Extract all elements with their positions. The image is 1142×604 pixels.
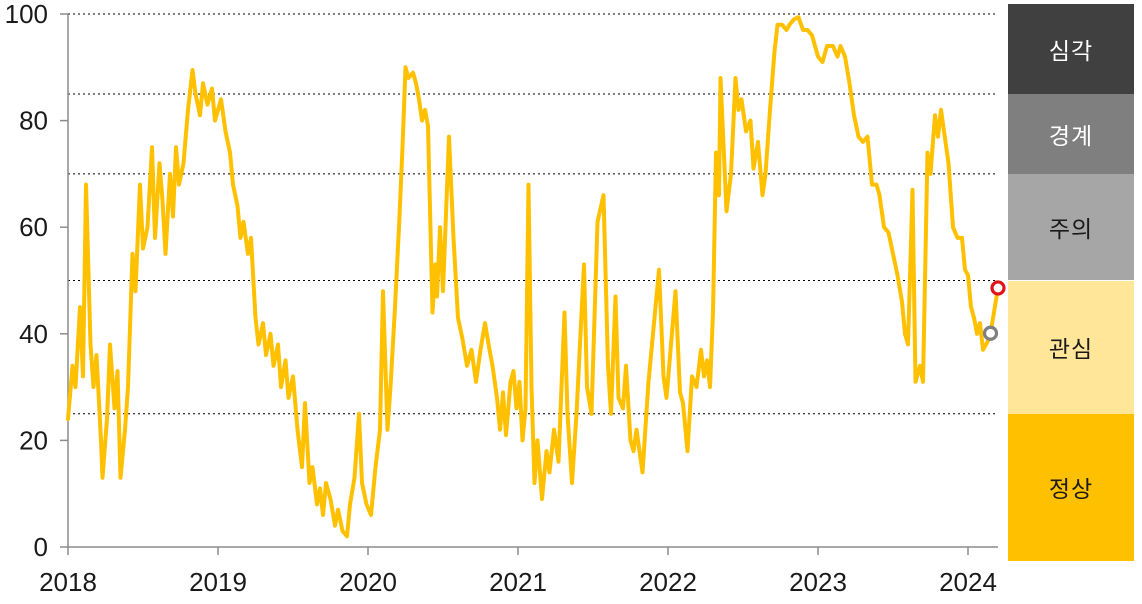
index-series-line [66, 15, 1000, 539]
y-tick-label-60: 60 [19, 212, 48, 242]
legend-band-attention: 관심 [1008, 280, 1134, 414]
y-tick-label-80: 80 [19, 106, 48, 136]
legend-label-alert: 경계 [1048, 122, 1094, 149]
legend-band-caution: 주의 [1008, 173, 1134, 281]
y-tick-label-40: 40 [19, 319, 48, 349]
x-tick-label-2021: 2021 [489, 567, 547, 597]
previous-value-marker [982, 325, 999, 341]
legend-label-attention: 관심 [1048, 336, 1094, 363]
legend-label-normal: 정상 [1048, 476, 1094, 503]
y-tick-label-100: 100 [5, 0, 48, 29]
y-tick-label-0: 0 [34, 532, 48, 562]
y-tick-label-20: 20 [19, 425, 48, 455]
x-tick-label-2022: 2022 [639, 567, 697, 597]
legend-label-caution: 주의 [1048, 216, 1094, 243]
latest-value-marker [990, 280, 1006, 296]
x-tick-label-2024: 2024 [939, 567, 997, 597]
x-tick-label-2018: 2018 [39, 567, 97, 597]
x-tick-label-2019: 2019 [189, 567, 247, 597]
legend-band-alert: 경계 [1008, 93, 1134, 174]
legend-label-severe: 심각 [1048, 37, 1094, 64]
legend-band-severe: 심각 [1008, 4, 1134, 94]
legend-band-normal: 정상 [1008, 413, 1134, 561]
x-tick-label-2023: 2023 [789, 567, 847, 597]
risk-level-legend: 심각 경계 주의 관심 정상 [1008, 0, 1134, 604]
x-tick-label-2020: 2020 [339, 567, 397, 597]
